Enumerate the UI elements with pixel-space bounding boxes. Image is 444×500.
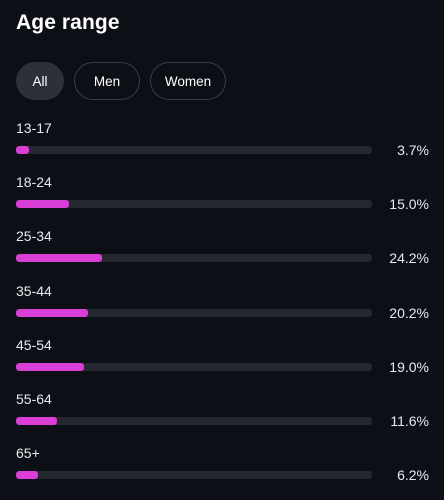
percent-value: 15.0% (389, 196, 429, 213)
filter-women-button[interactable]: Women (150, 62, 226, 100)
age-row-65-plus: 65+ 6.2% (16, 445, 430, 499)
age-row-55-64: 55-64 11.6% (16, 391, 430, 445)
age-label: 45-54 (16, 336, 52, 353)
progress-track (16, 200, 372, 209)
age-row-13-17: 13-17 3.7% (16, 120, 430, 174)
age-row-25-34: 25-34 24.2% (16, 228, 430, 282)
progress-track (16, 471, 372, 480)
percent-value: 19.0% (389, 358, 429, 375)
filter-men-button[interactable]: Men (74, 62, 140, 100)
page-title: Age range (16, 11, 120, 34)
age-label: 65+ (16, 445, 40, 462)
percent-value: 11.6% (390, 412, 429, 429)
percent-value: 24.2% (389, 250, 429, 267)
age-label: 25-34 (16, 228, 52, 245)
progress-fill (16, 200, 70, 209)
age-row-18-24: 18-24 15.0% (16, 174, 430, 228)
progress-fill (16, 362, 84, 371)
age-label: 18-24 (16, 174, 52, 191)
progress-track (16, 362, 372, 371)
percent-value: 6.2% (397, 467, 429, 484)
gender-filter-group: All Men Women (16, 62, 226, 100)
age-row-35-44: 35-44 20.2% (16, 283, 430, 337)
filter-all-button[interactable]: All (16, 62, 64, 100)
progress-track (16, 308, 372, 317)
percent-value: 20.2% (389, 304, 429, 321)
age-row-45-54: 45-54 19.0% (16, 337, 430, 391)
progress-track (16, 416, 372, 425)
age-label: 55-64 (16, 390, 52, 407)
progress-track (16, 146, 372, 154)
age-range-list: 13-17 3.7% 18-24 15.0% 25-34 24.2% 35-44… (16, 120, 430, 499)
percent-value: 3.7% (397, 142, 429, 158)
progress-fill (16, 416, 58, 425)
progress-fill (16, 254, 103, 263)
age-label: 13-17 (16, 120, 52, 136)
progress-fill (16, 471, 39, 480)
progress-fill (16, 146, 30, 154)
progress-fill (16, 308, 88, 317)
progress-track (16, 254, 372, 263)
age-label: 35-44 (16, 282, 52, 299)
